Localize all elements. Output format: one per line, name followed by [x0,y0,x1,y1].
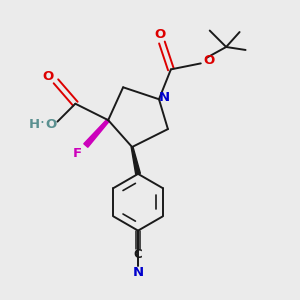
Text: ·: · [40,116,44,130]
Text: O: O [203,54,215,67]
Text: C: C [134,248,142,261]
Polygon shape [131,147,140,174]
Text: N: N [133,266,144,279]
Text: N: N [159,91,170,104]
Text: O: O [45,118,56,130]
Text: O: O [43,70,54,83]
Polygon shape [84,119,109,147]
Text: O: O [155,28,166,40]
Text: F: F [73,147,82,161]
Text: H: H [28,118,40,130]
